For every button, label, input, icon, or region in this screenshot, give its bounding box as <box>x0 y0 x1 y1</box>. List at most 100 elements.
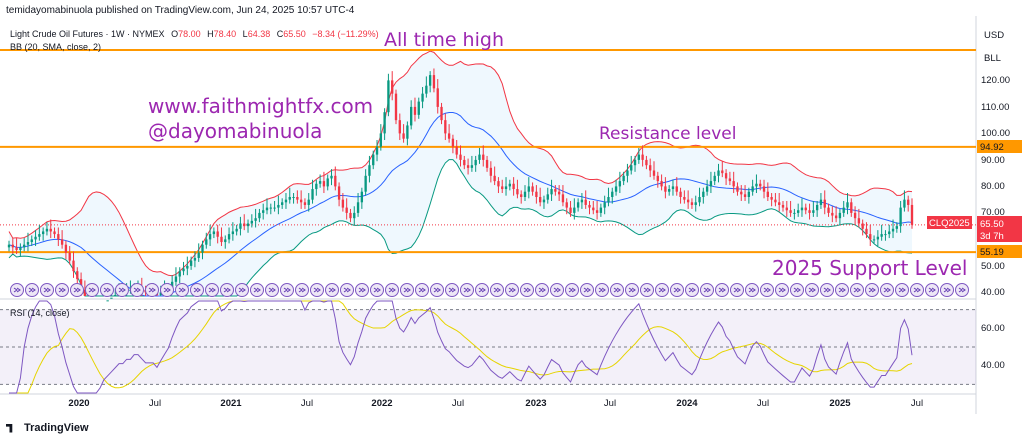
rsi-axis[interactable]: 60.00 40.00 <box>981 323 1005 371</box>
candle-body <box>751 186 754 192</box>
symbol-badge-text: CLQ2025 <box>929 218 970 229</box>
rsi-tick-label: 60.00 <box>981 323 1005 334</box>
time-axis[interactable]: 2020 Jul 2021 Jul 2022 Jul 2023 Jul 2024 Jul 2025 J… <box>68 398 923 409</box>
axis-unit[interactable]: BLL <box>984 53 1001 64</box>
candle-body <box>592 207 595 211</box>
publisher-line: temidayomabinuola published on TradingVi… <box>6 5 355 16</box>
time-tick-label: 2023 <box>525 398 546 409</box>
double-chevron-icon <box>823 287 831 293</box>
time-tick-label: Jul <box>604 398 616 409</box>
annotation-handle[interactable]: @dayomabinuola <box>148 119 322 143</box>
annotation-resistance[interactable]: Resistance level <box>599 124 736 144</box>
candle-body <box>379 133 382 147</box>
candle-body <box>269 207 272 209</box>
candle-body <box>341 199 345 208</box>
annotation-website[interactable]: www.faithmightfx.com <box>148 94 373 118</box>
legend-l-label: L <box>243 29 248 39</box>
time-tick-label: Jul <box>911 398 923 409</box>
legend-l-value: 64.38 <box>248 29 271 39</box>
candle-body <box>7 244 11 248</box>
candle-body <box>451 138 455 147</box>
candle-body <box>360 191 364 203</box>
double-chevron-icon <box>73 287 81 293</box>
double-chevron-icon <box>523 287 531 293</box>
price-axis[interactable]: 120.00 110.00 100.00 90.00 80.00 70.00 50.00 40… <box>981 75 1010 298</box>
candle-body <box>614 186 618 192</box>
candle-body <box>281 202 284 205</box>
candle-body <box>747 191 751 197</box>
candle-body <box>11 244 14 248</box>
candle-body <box>611 191 614 197</box>
candle-body <box>527 186 530 192</box>
candle-body <box>356 202 360 213</box>
bb-fill <box>9 51 912 297</box>
double-chevron-icon <box>208 287 216 293</box>
candle-body <box>330 175 333 179</box>
double-chevron-icon <box>118 287 126 293</box>
candle-body <box>781 204 785 208</box>
annotation-support[interactable]: 2025 Support Level <box>772 256 967 280</box>
bollinger-bands <box>8 50 913 297</box>
legend-h-label: H <box>207 29 214 39</box>
candle-body <box>656 175 659 182</box>
candle-body <box>808 210 811 213</box>
candle-body <box>159 292 162 296</box>
candle-body <box>705 186 709 192</box>
support-badge-text: 55.19 <box>980 247 1004 258</box>
double-chevron-icon <box>538 287 546 293</box>
candle-body <box>569 207 572 213</box>
candle-body <box>660 181 663 187</box>
annotation-all-time-high[interactable]: All time high <box>384 29 504 51</box>
candle-body <box>641 154 644 160</box>
double-chevron-icon <box>568 287 576 293</box>
candle-body <box>531 186 534 192</box>
tradingview-logo-icon <box>6 423 13 433</box>
candle-body <box>599 207 603 213</box>
candle-body <box>702 191 705 197</box>
candle-body <box>827 207 830 213</box>
candle-body <box>626 170 629 176</box>
candle-body <box>709 181 713 187</box>
double-chevron-icon <box>433 287 441 293</box>
double-chevron-icon <box>583 287 591 293</box>
candle-body <box>683 197 686 200</box>
candle-body <box>842 207 845 213</box>
timeline-icons[interactable] <box>10 283 969 297</box>
candle-body <box>478 154 481 160</box>
horizontal-levels[interactable] <box>0 49 976 254</box>
candle-body <box>736 186 739 192</box>
double-chevron-icon <box>718 287 726 293</box>
candle-body <box>201 244 204 253</box>
candle-body <box>353 212 356 219</box>
candle-body <box>284 199 288 203</box>
rsi-tick-label: 40.00 <box>981 360 1005 371</box>
candle-body <box>668 189 671 192</box>
candle-body <box>861 223 864 229</box>
candle-body <box>383 112 386 134</box>
candle-body <box>770 197 773 200</box>
double-chevron-icon <box>103 287 111 293</box>
candle-body <box>880 234 883 237</box>
price-badges: 94.92 CLQ2025 65.50 3d 7h 55.19 <box>927 140 1022 258</box>
time-tick-label: 2024 <box>676 398 698 409</box>
candle-body <box>850 202 853 213</box>
candle-body <box>762 186 766 192</box>
double-chevron-icon <box>283 287 291 293</box>
axis-currency[interactable]: USD <box>984 30 1004 41</box>
resistance-badge <box>977 140 1022 153</box>
double-chevron-icon <box>928 287 936 293</box>
candle-body <box>292 197 295 198</box>
legend-o-label: O <box>171 29 178 39</box>
candle-body <box>432 75 436 89</box>
candle-body <box>447 133 451 139</box>
candle-body <box>550 189 553 195</box>
double-chevron-icon <box>268 287 276 293</box>
candle-body <box>690 202 694 205</box>
candle-body <box>895 226 898 229</box>
candle-body <box>793 212 796 214</box>
candle-body <box>872 239 876 241</box>
candle-body <box>675 186 678 192</box>
tradingview-logo[interactable]: TradingView <box>6 422 89 434</box>
candle-body <box>686 199 690 203</box>
